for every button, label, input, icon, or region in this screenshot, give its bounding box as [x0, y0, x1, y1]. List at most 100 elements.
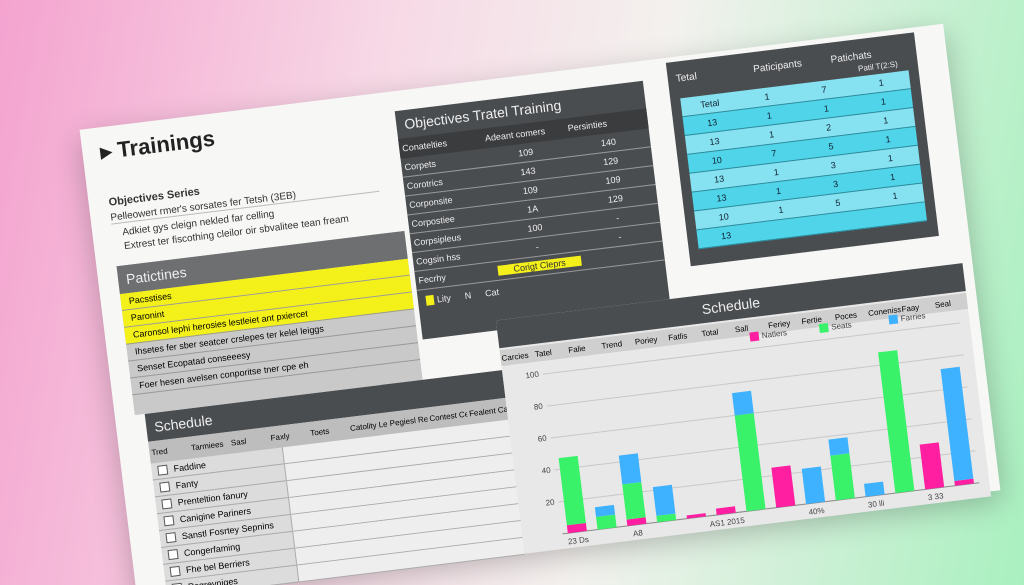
- footer-item: Cat: [484, 286, 500, 299]
- bar-segment: [954, 478, 974, 486]
- table-cell: 7: [770, 148, 777, 159]
- bar-segment: [566, 522, 587, 534]
- x-tick-label: AS1 2015: [709, 516, 746, 529]
- checkbox: [165, 532, 177, 544]
- table-cell: 1: [880, 96, 887, 107]
- objectives-table: Objectives Tratel Training Conatelties Ad…: [394, 80, 671, 340]
- x-tick-label: 23 Ds: [567, 535, 589, 546]
- y-tick-label: 20: [545, 498, 555, 508]
- checkbox: [161, 498, 173, 510]
- checkbox: [167, 548, 179, 561]
- x-tick-label: 3 33: [927, 491, 944, 502]
- checkbox: [157, 464, 169, 476]
- dashboard: ▸ Trainings Objectives Series Pelleowert…: [79, 23, 1001, 585]
- checkbox: [169, 565, 181, 577]
- bar-segment: [864, 481, 885, 497]
- bar-segment: [656, 513, 677, 523]
- legend-label: Natlers: [761, 328, 787, 340]
- table-cell: 1: [763, 91, 771, 103]
- column-header: Tarmiees: [190, 439, 224, 453]
- table-cell: 1: [884, 134, 892, 145]
- checkbox: [159, 481, 171, 493]
- column-header: Toets: [309, 426, 330, 438]
- bar-segment: [731, 390, 754, 416]
- column-header: Sasl: [230, 436, 247, 448]
- table-cell: 13: [713, 173, 725, 185]
- bar-segment: [596, 514, 617, 530]
- table-cell: 1: [773, 166, 780, 178]
- table-cell: 1: [823, 103, 830, 114]
- table-cell: [812, 218, 869, 225]
- bar-segment: [622, 482, 646, 520]
- y-tick-label: 80: [533, 402, 543, 412]
- grid-line: [542, 322, 960, 375]
- x-tick-label: 40%: [808, 506, 825, 517]
- x-tick-label: 30 lli: [867, 499, 885, 510]
- table-cell: [581, 250, 664, 260]
- bar-segment: [940, 366, 974, 481]
- table-cell: 3: [832, 178, 839, 190]
- bar-segment: [828, 437, 850, 456]
- bar-segment: [594, 504, 616, 517]
- column-header: Fealent Capel Lee: [468, 404, 508, 418]
- table-cell: Tetal: [699, 97, 720, 110]
- table-cell: 1: [877, 77, 885, 89]
- footer-item: N: [464, 290, 472, 302]
- total-table: Tetal Paticipants Patichats Patil T(2:S) Tet…: [665, 32, 939, 267]
- bar-segment: [830, 453, 855, 501]
- bar-segment: [919, 442, 945, 490]
- column-header: Catolity Leasty: [349, 418, 389, 433]
- table-cell: 1: [891, 190, 899, 202]
- table-cell: 1: [766, 110, 773, 121]
- bar-segment: [652, 484, 676, 516]
- column-header: Contest Cengss lue: [428, 409, 468, 423]
- legend-swatch: [888, 314, 899, 325]
- legend-swatch: [749, 331, 760, 342]
- table-cell: 1: [775, 185, 782, 197]
- table-cell: 13: [715, 192, 728, 204]
- table-cell: 5: [834, 197, 842, 209]
- legend-label: Farries: [900, 311, 926, 323]
- column-header: Pegiesl Reglsiers: [389, 414, 428, 428]
- table-cell: 2: [825, 122, 832, 133]
- table-cell: 1: [887, 152, 894, 164]
- table-cell: 13: [720, 230, 732, 242]
- bar-segment: [771, 465, 796, 508]
- y-tick-label: 40: [541, 466, 551, 476]
- table-cell: 3: [830, 159, 837, 171]
- bar-segment: [878, 350, 915, 494]
- table-cell: 1: [777, 204, 784, 216]
- table-cell: 7: [820, 84, 828, 96]
- bar-segment: [686, 513, 706, 519]
- legend-label: Seats: [831, 320, 852, 331]
- title-text: Trainings: [115, 125, 217, 163]
- bar-segment: [734, 413, 766, 512]
- table-cell: 1: [889, 171, 896, 183]
- table-cell: 13: [706, 117, 718, 129]
- table-cell: 10: [718, 211, 730, 223]
- column-header: Faxly: [270, 430, 291, 443]
- y-tick-label: 60: [537, 434, 547, 444]
- table-cell: 5: [827, 141, 835, 152]
- bar-segment: [558, 455, 586, 526]
- table-cell: [869, 211, 926, 218]
- bar-segment: [618, 453, 642, 485]
- bar-segment: [715, 506, 736, 515]
- checkbox: [163, 515, 175, 527]
- bar-segment: [801, 466, 826, 505]
- bar-segment: [626, 517, 647, 526]
- legend-swatch: [818, 323, 829, 334]
- column-header: Tred: [150, 445, 169, 457]
- footer-item: Lity: [425, 292, 452, 306]
- table-cell: 1: [768, 129, 775, 140]
- table-cell: 13: [708, 135, 721, 148]
- y-tick-label: 100: [525, 370, 540, 381]
- table-cell: 1: [882, 115, 889, 126]
- x-tick-label: A8: [633, 528, 644, 538]
- chart: Natlers Seats Farries 20 40 60 80 100 23 Ds A8 AS1…: [525, 311, 980, 546]
- schedule-chart: Schedule Carcies Tatel Falie Trend Poriey Fat…: [495, 263, 992, 554]
- table-cell: 10: [711, 154, 723, 166]
- table-cell: [755, 225, 812, 232]
- page-title: ▸ Trainings: [98, 125, 217, 165]
